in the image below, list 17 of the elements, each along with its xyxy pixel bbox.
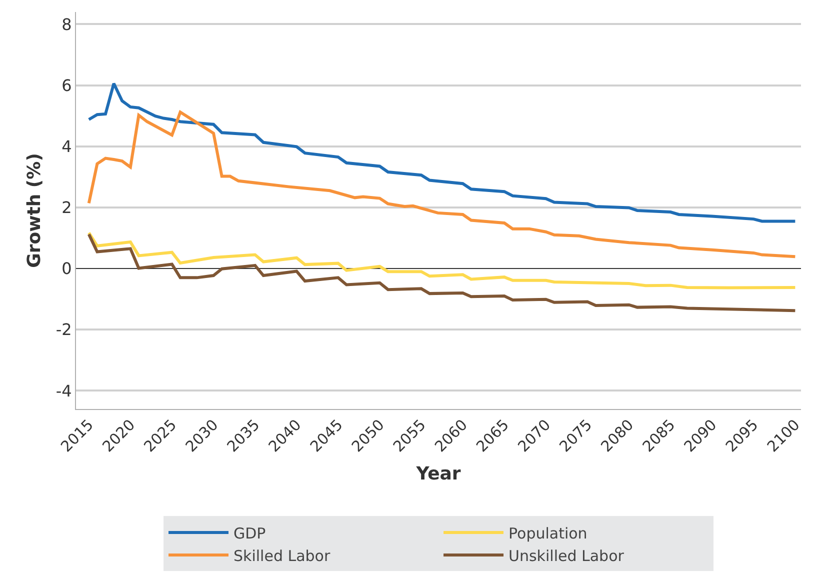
legend-label: Skilled Labor bbox=[234, 546, 331, 565]
y-tick-label: 2 bbox=[62, 198, 72, 218]
line-series bbox=[87, 231, 797, 290]
x-axis-title: Year bbox=[415, 464, 461, 485]
line-series bbox=[87, 232, 797, 312]
line-series bbox=[87, 82, 797, 223]
y-tick-label: -2 bbox=[56, 320, 72, 340]
legend-label: Unskilled Labor bbox=[508, 546, 625, 565]
y-tick-label: 8 bbox=[62, 14, 72, 34]
y-tick-label: -4 bbox=[56, 381, 72, 400]
legend-label: GDP bbox=[234, 524, 266, 542]
legend-label: Population bbox=[508, 524, 588, 542]
y-axis-title: Growth (%) bbox=[24, 153, 46, 268]
line-series bbox=[87, 110, 797, 258]
y-tick-label: 0 bbox=[62, 259, 72, 278]
y-tick-label: 4 bbox=[62, 136, 72, 156]
y-tick-label: 6 bbox=[62, 76, 72, 95]
